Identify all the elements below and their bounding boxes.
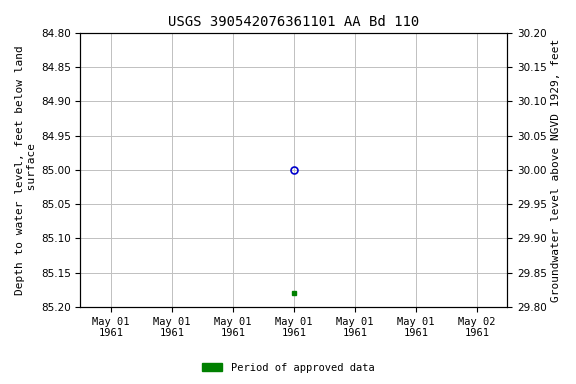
Title: USGS 390542076361101 AA Bd 110: USGS 390542076361101 AA Bd 110 [168,15,419,29]
Y-axis label: Groundwater level above NGVD 1929, feet: Groundwater level above NGVD 1929, feet [551,38,561,301]
Legend: Period of approved data: Period of approved data [198,359,378,377]
Y-axis label: Depth to water level, feet below land
 surface: Depth to water level, feet below land su… [15,45,37,295]
